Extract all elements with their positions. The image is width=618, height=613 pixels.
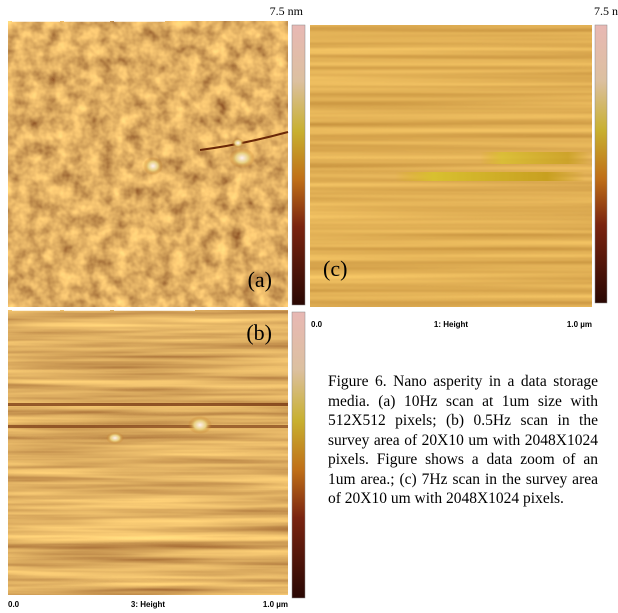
axis-title: 3: Height — [131, 600, 166, 609]
afm-image — [310, 25, 592, 307]
asperity — [229, 148, 255, 168]
caption: Figure 6. Nano asperity in a data storag… — [328, 373, 598, 507]
axis-title: 1: Height — [434, 320, 469, 329]
scale-label: 7.5 nm — [270, 4, 304, 18]
color-bar — [291, 24, 306, 306]
color-bar — [291, 311, 306, 599]
decoration — [8, 425, 288, 428]
panel-label: (c) — [323, 256, 347, 281]
asperity — [395, 172, 585, 181]
axis-start: 0.0 — [311, 320, 323, 329]
asperity — [106, 432, 124, 444]
axis-end: 1.0 µm — [567, 320, 592, 329]
scale-label: 7.5 nm — [594, 4, 618, 18]
asperity — [480, 152, 590, 164]
asperity — [232, 138, 244, 148]
color-bar — [594, 24, 608, 304]
panel-label: (a) — [248, 267, 272, 292]
axis-end: 1.0 µm — [263, 600, 288, 609]
axis-start: 0.0 — [8, 600, 20, 609]
asperity — [143, 157, 163, 175]
decoration — [8, 403, 288, 406]
afm-image — [8, 310, 288, 595]
asperity — [188, 416, 212, 434]
panel-label: (b) — [246, 320, 272, 345]
